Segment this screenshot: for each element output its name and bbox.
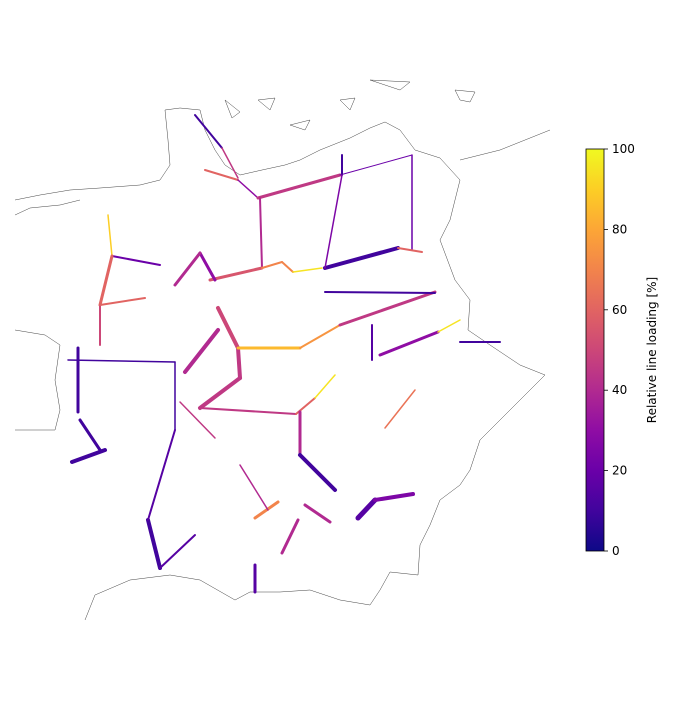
transmission-line <box>208 266 264 282</box>
network <box>67 114 501 594</box>
transmission-line <box>373 492 415 502</box>
transmission-line <box>314 374 336 399</box>
transmission-line <box>323 246 400 270</box>
transmission-line <box>303 503 332 524</box>
transmission-line <box>98 254 114 307</box>
transmission-line <box>237 179 259 199</box>
colorbar-tick-label: 60 <box>612 303 627 317</box>
transmission-line <box>147 429 176 521</box>
transmission-line <box>70 448 107 464</box>
transmission-line <box>338 290 437 327</box>
transmission-line <box>221 147 239 179</box>
transmission-line <box>204 169 239 181</box>
transmission-line <box>111 255 161 266</box>
transmission-line <box>324 174 343 269</box>
transmission-line <box>280 518 300 555</box>
transmission-line <box>194 114 223 149</box>
transmission-line <box>397 247 423 253</box>
colorbar-label: Relative line loading [%] <box>645 277 659 423</box>
transmission-line <box>198 376 242 410</box>
transmission-line <box>281 261 294 273</box>
transmission-line <box>324 291 436 294</box>
colorbar-tick-label: 100 <box>612 142 635 156</box>
transmission-line <box>339 154 413 176</box>
transmission-line <box>67 359 176 363</box>
transmission-line <box>173 251 202 287</box>
transmission-line <box>78 418 102 452</box>
transmission-line <box>384 389 416 429</box>
transmission-line <box>355 497 378 521</box>
transmission-line <box>378 330 440 357</box>
transmission-line <box>198 251 217 282</box>
transmission-line <box>179 401 216 439</box>
transmission-line <box>216 306 240 350</box>
transmission-line <box>236 346 242 380</box>
transmission-line <box>256 173 342 200</box>
transmission-line <box>261 261 283 269</box>
transmission-line <box>299 324 341 349</box>
colorbar-tick-label: 20 <box>612 464 627 478</box>
colorbar-tick-label: 80 <box>612 222 627 236</box>
transmission-line <box>183 328 220 374</box>
transmission-line <box>199 407 297 415</box>
colorbar-tick-label: 40 <box>612 383 627 397</box>
transmission-line <box>146 518 162 570</box>
transmission-line <box>298 453 337 492</box>
borders <box>14 79 551 621</box>
transmission-line <box>437 319 461 333</box>
transmission-line <box>107 214 113 257</box>
transmission-line <box>253 500 280 520</box>
colorbar <box>585 148 605 552</box>
transmission-line <box>239 464 269 511</box>
colorbar-tick-label: 0 <box>612 544 620 558</box>
colorbar-axis: 0 20 40 60 80 100 <box>604 142 635 558</box>
transmission-line <box>99 297 146 306</box>
transmission-line <box>159 534 196 569</box>
transmission-line <box>259 197 263 269</box>
transmission-line <box>292 267 323 273</box>
